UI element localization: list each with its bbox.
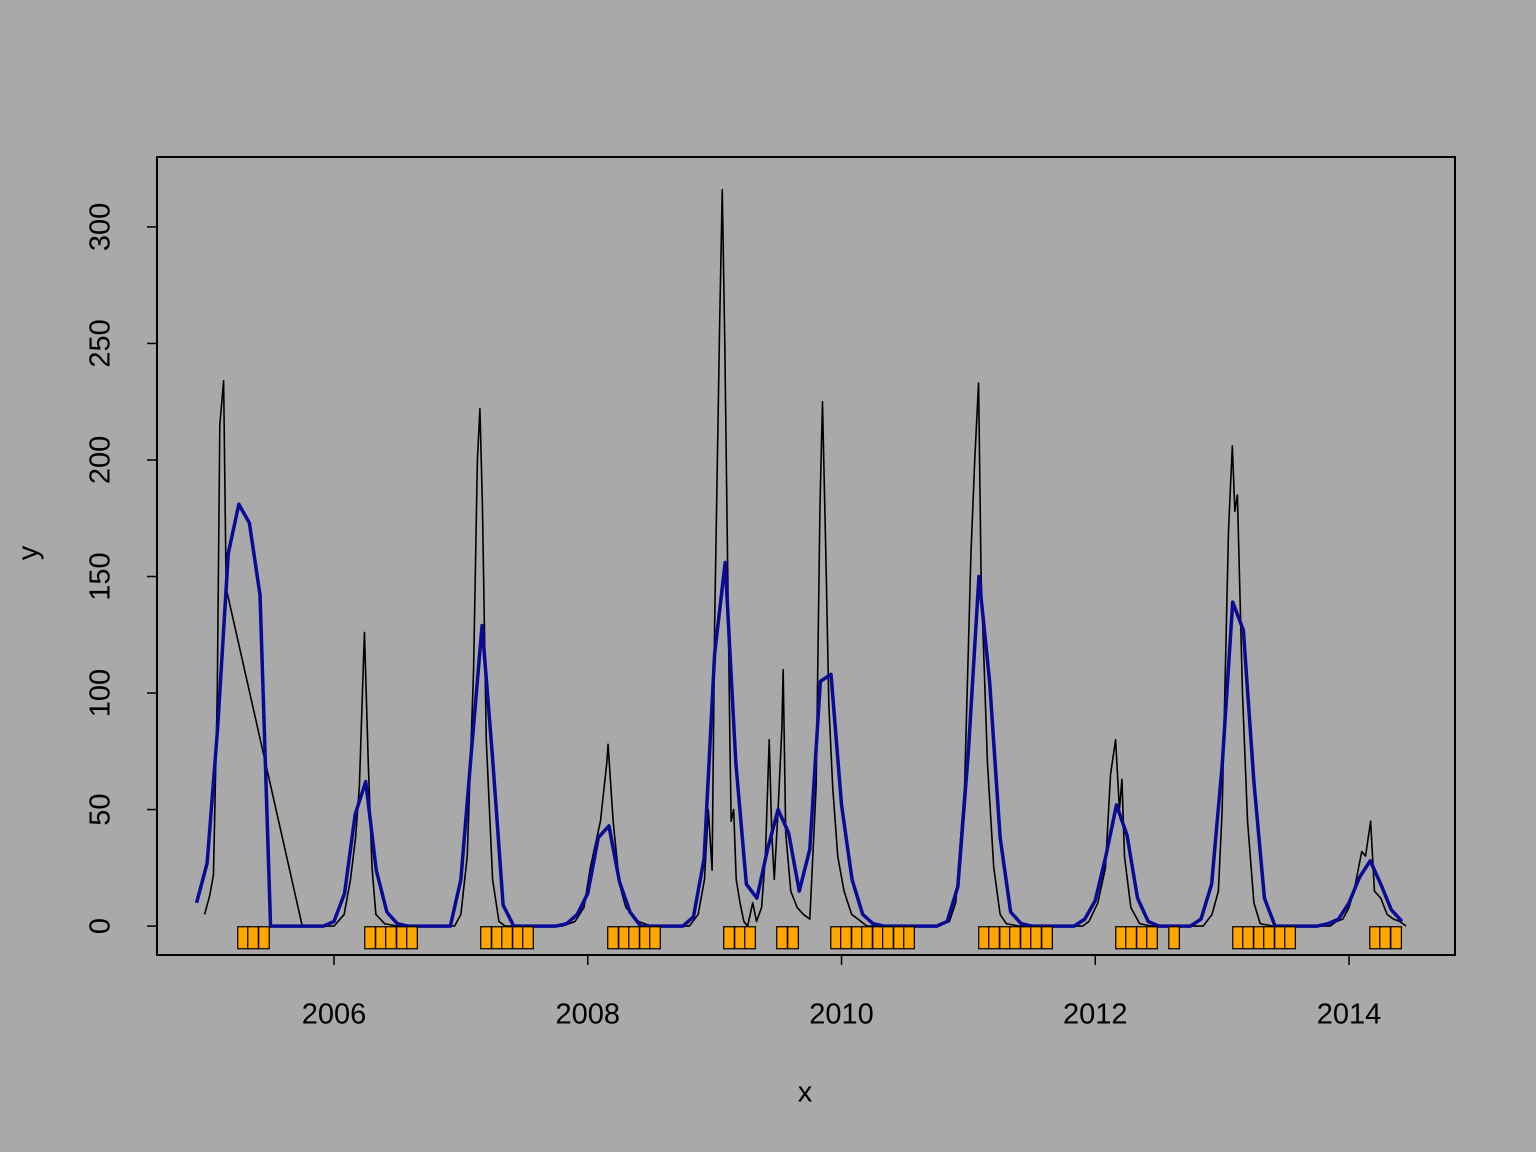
alarm-marker <box>988 926 1000 950</box>
alarm-marker <box>1390 926 1403 950</box>
alarm-marker <box>1284 926 1296 950</box>
alarm-marker <box>512 926 524 950</box>
alarm-marker <box>776 926 788 950</box>
alarm-marker <box>734 926 746 950</box>
y-tick-label: 100 <box>85 669 117 717</box>
x-tick-label: 2014 <box>1317 999 1382 1031</box>
alarm-marker <box>978 926 990 950</box>
alarm-marker <box>639 926 651 950</box>
alarm-marker <box>851 926 863 950</box>
x-tick-label: 2006 <box>302 999 367 1031</box>
alarm-marker <box>364 926 376 950</box>
x-tick-label: 2008 <box>556 999 621 1031</box>
alarm-marker <box>893 926 905 950</box>
y-tick-label: 200 <box>85 436 117 484</box>
alarm-marker <box>1125 926 1137 950</box>
alarm-marker <box>830 926 842 950</box>
y-tick-label: 300 <box>85 203 117 251</box>
alarm-marker <box>1115 926 1127 950</box>
alarm-marker <box>1253 926 1265 950</box>
y-tick-label: 0 <box>85 918 117 934</box>
raw-line <box>203 188 1407 927</box>
alarm-marker <box>872 926 884 950</box>
alarm-marker <box>882 926 894 950</box>
alarm-marker <box>522 926 534 950</box>
x-axis-label: x <box>798 1077 813 1109</box>
y-axis-label: y <box>13 545 45 560</box>
alarm-marker <box>628 926 640 950</box>
alarm-marker <box>1009 926 1021 950</box>
alarm-marker <box>406 926 418 950</box>
y-tick-label: 50 <box>85 793 117 825</box>
x-tick-label: 2010 <box>809 999 874 1031</box>
alarm-marker <box>903 926 915 950</box>
alarm-marker <box>491 926 503 950</box>
alarm-marker <box>649 926 661 950</box>
alarm-marker <box>1146 926 1158 950</box>
alarm-marker <box>861 926 873 950</box>
alarm-marker <box>1030 926 1042 950</box>
alarm-marker <box>607 926 619 950</box>
smoothed-line <box>194 502 1404 928</box>
plot-frame <box>156 156 1456 956</box>
alarm-marker <box>840 926 852 950</box>
alarm-marker <box>1274 926 1286 950</box>
alarm-marker <box>999 926 1011 950</box>
alarm-marker <box>1242 926 1254 950</box>
y-tick-label: 150 <box>85 552 117 600</box>
x-tick-label: 2012 <box>1063 999 1128 1031</box>
alarm-marker <box>1168 926 1180 950</box>
alarm-marker <box>396 926 408 950</box>
alarm-marker <box>247 926 259 950</box>
alarm-marker <box>1136 926 1148 950</box>
alarm-marker <box>480 926 492 950</box>
alarm-marker <box>787 926 799 950</box>
alarm-marker <box>1369 926 1381 950</box>
y-tick-label: 250 <box>85 319 117 367</box>
alarm-marker <box>385 926 397 950</box>
alarm-marker <box>258 926 270 950</box>
alarm-marker <box>1379 926 1391 950</box>
alarm-marker <box>1041 926 1053 950</box>
alarm-marker <box>1232 926 1244 950</box>
alarm-marker <box>744 926 756 950</box>
alarm-marker <box>237 926 249 950</box>
alarm-marker <box>723 926 735 950</box>
alarm-marker <box>375 926 387 950</box>
alarm-marker <box>618 926 630 950</box>
alarm-marker <box>1263 926 1275 950</box>
alarm-marker <box>1020 926 1032 950</box>
alarm-marker <box>501 926 513 950</box>
